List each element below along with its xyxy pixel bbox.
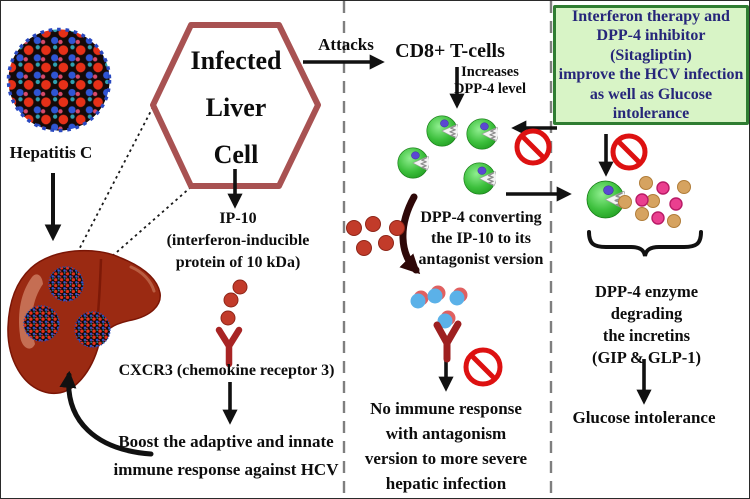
ip10-dots <box>220 279 248 326</box>
liver-virus-icon <box>48 266 84 302</box>
incretin-dots <box>618 176 691 228</box>
t-cell-cluster <box>397 115 498 195</box>
t-cell-icon <box>426 115 458 147</box>
boost-immune-label: Boost the adaptive and innate immune res… <box>113 432 339 479</box>
liver-virus-icon <box>74 311 111 348</box>
prohibition-icon <box>610 133 648 171</box>
therapy-note-box: Interferon therapy and DPP-4 inhibitor (… <box>553 5 749 125</box>
glucose-intolerance-label: Glucose intolerance <box>572 408 716 427</box>
prohibition-icon <box>463 347 503 387</box>
cxcr3-y-receptor-icon <box>215 326 243 368</box>
ip10-label: IP-10 (interferon-inducible protein of 1… <box>166 210 310 271</box>
t-cell-icon <box>463 162 496 195</box>
prohibition-icon <box>514 128 552 166</box>
no-immune-response-label: No immune response with antagonism versi… <box>364 399 528 493</box>
arrow-dpp4-converting-curved <box>399 193 421 275</box>
t-cell-icon <box>466 118 498 150</box>
infected-liver-cell-label: Infected Liver Cell <box>190 46 282 169</box>
hepatitis-virus-icon <box>6 27 112 133</box>
t-cell-icon <box>397 147 429 179</box>
dpp4-enzyme-label: DPP-4 enzyme degrading the incretins (GI… <box>591 282 702 367</box>
infected-liver-cell-hexagon <box>150 22 321 189</box>
brace-icon <box>587 230 703 257</box>
attacks-label: Attacks <box>318 35 374 54</box>
hepatitis-c-label: Hepatitis C <box>9 143 93 162</box>
dpp4-converting-label: DPP-4 converting the IP-10 to its antago… <box>418 209 544 268</box>
cd8-t-cells-label: CD8+ T-cells <box>395 40 505 62</box>
arrow-boost-to-liver-curved <box>59 370 154 457</box>
liver-virus-icon <box>23 305 60 342</box>
antagonist-y-receptor-icon <box>433 320 462 363</box>
antagonist-dots <box>410 285 468 329</box>
increases-dpp4-label: Increases DPP-4 level <box>453 64 527 97</box>
ip10-dot-cluster <box>346 216 405 256</box>
cxcr3-label: CXCR3 (chemokine receptor 3) <box>118 362 335 379</box>
zoom-dotted-line-upper <box>71 106 154 264</box>
